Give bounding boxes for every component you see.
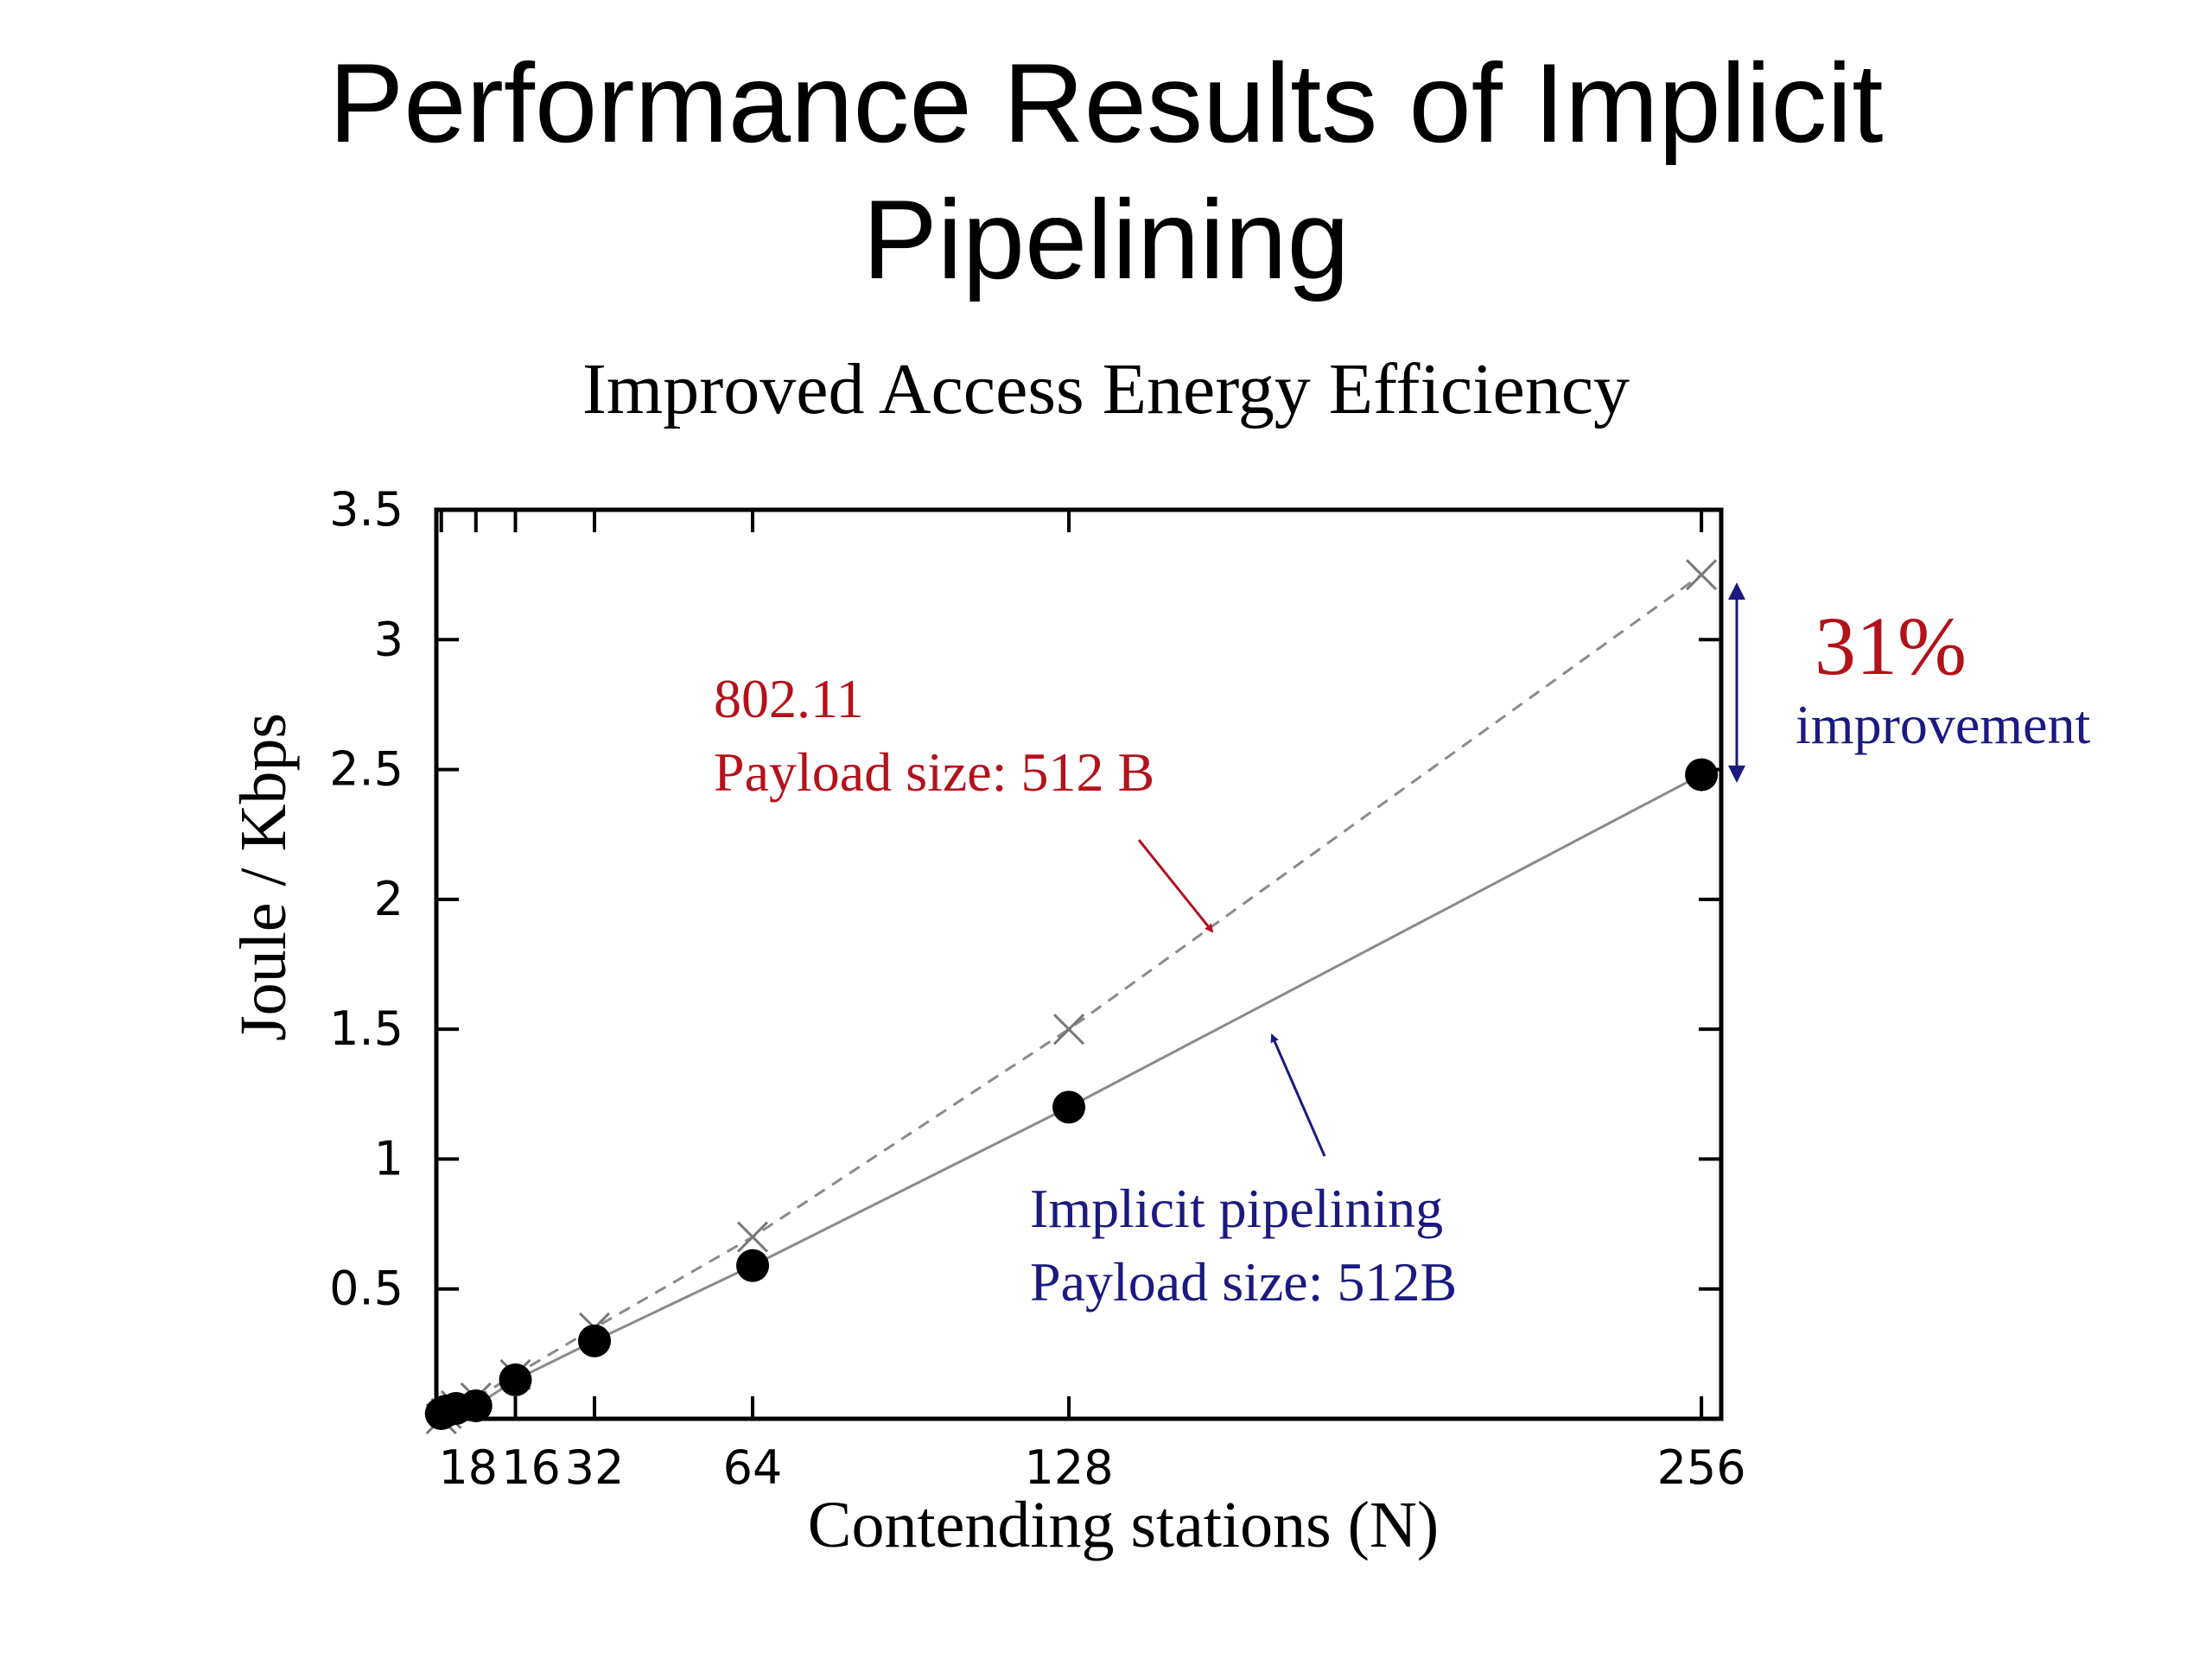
y-tick-label: 1.5 [329,1001,404,1056]
improvement-label: improvement [1796,694,2090,755]
series1-annotation-line1: 802.11 [714,668,864,729]
slide-title-line2: Pipelining [862,176,1350,302]
slide-subtitle: Improved Access Energy Efficiency [582,349,1630,429]
slide-title: Performance Results of Implicit Pipelini… [0,35,2212,308]
y-tick-label: 1 [374,1131,404,1185]
x-marker-stroke [1053,1014,1085,1046]
series1-annotation-arrow [1137,839,1214,933]
series-layer [424,559,1719,1435]
x-tick-label: 128 [1025,1440,1114,1495]
x-tick-label: 64 [723,1440,783,1495]
y-tick-label: 3 [374,612,404,666]
series-2-point [459,1389,493,1422]
series-2-point [499,1363,532,1396]
series-1-point [736,1221,769,1253]
x-tick-label: 16 [501,1440,561,1495]
y-tick-label: 2 [374,872,404,926]
series-2-point [736,1249,770,1282]
x-tick-label: 1 [439,1440,468,1495]
series1-annotation-line2: Payload size: 512 B [714,741,1154,803]
series2-annotation-line1: Implicit pipelining [1030,1178,1443,1239]
x-marker-stroke [736,1221,769,1253]
x-marker-stroke [1686,559,1718,591]
improvement-percentage: 31% [1815,600,1967,692]
y-tick-label: 3.5 [329,482,404,537]
x-tick-label: 256 [1657,1440,1746,1495]
series-1-point [1686,559,1718,591]
y-axis-title: Joule / Kbps [227,713,300,1041]
plot-frame [434,507,1724,1421]
x-tick-label: 8 [468,1440,498,1495]
series-1-point [1053,1014,1085,1046]
y-tick-label: 2.5 [329,742,404,797]
x-tick-label: 32 [565,1440,625,1495]
series2-annotation-arrow [1270,1033,1326,1157]
axes-layer: 0.511.522.533.51 8 16 32 64 128 256 [329,482,1746,1495]
series2-annotation-line2: Payload size: 512B [1030,1251,1457,1313]
series-2-point [578,1324,612,1357]
series-2-point [1052,1090,1086,1124]
x-axis-title: Contending stations (N) [808,1489,1439,1561]
y-tick-label: 0.5 [329,1262,404,1316]
slide-title-line1: Performance Results of Implicit [328,40,1884,166]
series-2-point [1685,758,1719,791]
